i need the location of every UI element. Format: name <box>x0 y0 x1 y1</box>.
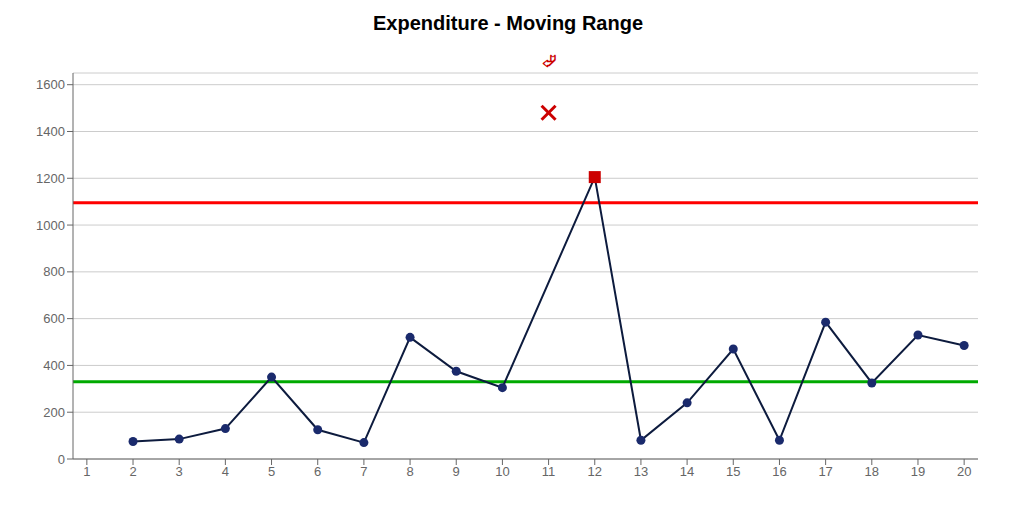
svg-text:19: 19 <box>911 464 925 479</box>
html-text:Expenditure - Moving Range: Expenditure - Moving Range <box>373 12 643 34</box>
svg-text:13: 13 <box>634 464 648 479</box>
svg-text:7: 7 <box>360 464 367 479</box>
svg-text:3: 3 <box>176 464 183 479</box>
svg-text:400: 400 <box>43 358 65 373</box>
svg-text:2: 2 <box>129 464 136 479</box>
svg-text:0: 0 <box>58 452 65 467</box>
svg-text:1000: 1000 <box>36 218 65 233</box>
svg-text:6: 6 <box>314 464 321 479</box>
svg-text:12: 12 <box>588 464 602 479</box>
svg-text:8: 8 <box>406 464 413 479</box>
svg-text:18: 18 <box>865 464 879 479</box>
svg-text:1200: 1200 <box>36 171 65 186</box>
svg-text:1: 1 <box>83 464 90 479</box>
svg-text:600: 600 <box>43 311 65 326</box>
svg-text:17: 17 <box>818 464 832 479</box>
svg-text:800: 800 <box>43 264 65 279</box>
svg-text:15: 15 <box>726 464 740 479</box>
svg-text:10: 10 <box>495 464 509 479</box>
svg-text:5: 5 <box>268 464 275 479</box>
svg-text:9: 9 <box>453 464 460 479</box>
svg-text:⮰: ⮰ <box>542 50 556 71</box>
svg-text:20: 20 <box>957 464 971 479</box>
svg-text:16: 16 <box>772 464 786 479</box>
svg-text:4: 4 <box>222 464 229 479</box>
svg-text:1400: 1400 <box>36 124 65 139</box>
svg-text:200: 200 <box>43 405 65 420</box>
svg-text:1600: 1600 <box>36 77 65 92</box>
svg-text:14: 14 <box>680 464 694 479</box>
svg-text:11: 11 <box>542 464 556 479</box>
